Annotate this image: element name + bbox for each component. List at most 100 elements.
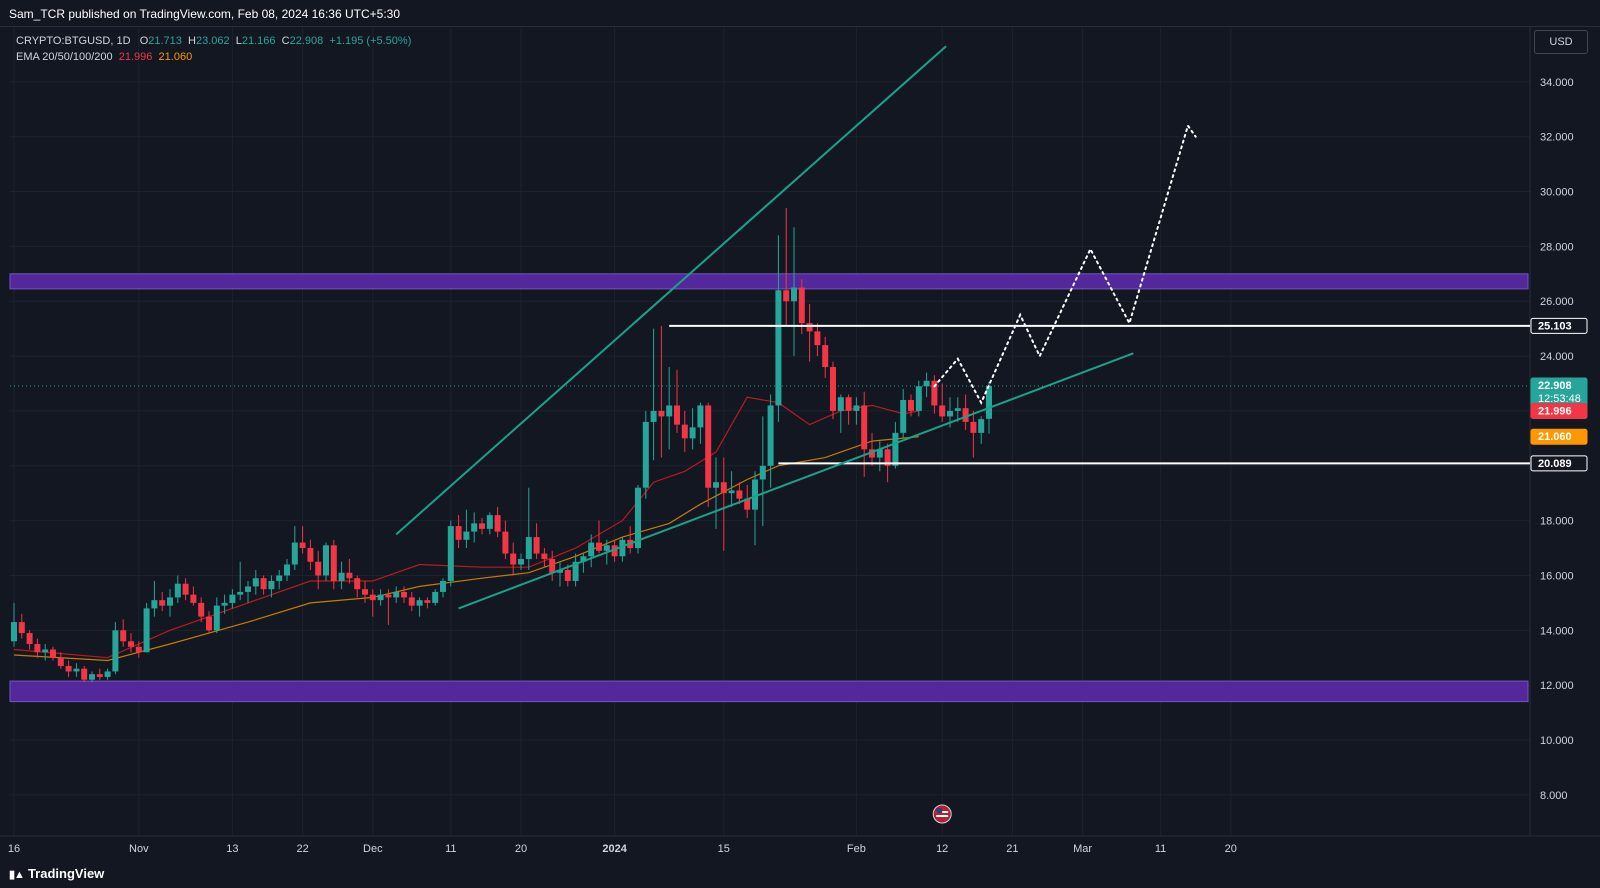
candle-body [143, 608, 150, 653]
candle-body [96, 674, 103, 677]
candle-body [962, 408, 969, 422]
candle-body [791, 287, 797, 302]
x-tick-label: 11 [1155, 843, 1166, 855]
candle-body [34, 644, 41, 653]
candle-body [502, 531, 509, 554]
candle-body [323, 545, 329, 576]
candle-body [471, 523, 478, 532]
candle-body [151, 600, 158, 609]
x-tick-label: 12 [936, 843, 948, 855]
candle-body [159, 600, 166, 606]
x-tick-label: 2024 [602, 843, 627, 855]
y-tick-label: 14.000 [1540, 625, 1574, 637]
candle-body [65, 665, 72, 672]
x-tick-label: Mar [1073, 843, 1092, 855]
candle-body [104, 671, 111, 677]
candle-body [697, 405, 704, 428]
symbol-label: CRYPTO:BTGUSD, 1D [16, 35, 131, 47]
chart-frame [0, 26, 1600, 863]
candle-body [744, 498, 751, 510]
high-label: H [188, 35, 196, 47]
candle-body [572, 561, 579, 581]
candle-body [447, 526, 454, 581]
candle-body [884, 449, 891, 466]
candle-body [923, 380, 930, 387]
candle-body [206, 616, 212, 631]
price-label: 21.060 [1538, 431, 1572, 443]
candle-body [970, 421, 977, 433]
candle-body [432, 591, 439, 603]
candle-body [299, 542, 306, 549]
candle-body [822, 345, 829, 368]
price-chart[interactable]: 34.00032.00030.00028.00026.00024.00022.0… [0, 0, 1600, 862]
candle-body [276, 575, 283, 581]
candle-body [798, 287, 805, 324]
chart-legend: CRYPTO:BTGUSD, 1D O21.713 H23.062 L21.16… [16, 33, 411, 65]
candle-body [767, 405, 774, 466]
candle-body [728, 490, 735, 494]
candle-body [674, 405, 680, 425]
y-tick-label: 24.000 [1540, 351, 1574, 363]
candle-body [564, 569, 571, 581]
y-tick-label: 34.000 [1540, 77, 1574, 89]
candle-body [260, 578, 267, 590]
x-tick-label: 13 [226, 843, 238, 855]
price-label: 22.908 [1538, 380, 1572, 392]
ema-slow-value: 21.060 [158, 51, 193, 63]
candle-body [908, 399, 914, 411]
candle-body [596, 542, 602, 551]
open-value: 21.713 [148, 35, 182, 47]
price-label: 25.103 [1538, 320, 1572, 332]
ema-fast-value: 21.996 [118, 51, 153, 63]
us-flag-stripe [936, 815, 949, 817]
candle-body [73, 668, 80, 672]
price-label-box [1530, 455, 1588, 472]
y-tick-label: 12.000 [1540, 680, 1574, 692]
candle-body [869, 449, 875, 458]
price-label: 20.089 [1538, 458, 1572, 470]
candle-body [455, 526, 462, 540]
candle-body [666, 405, 673, 417]
us-flag-canton [936, 808, 943, 813]
candle-body [401, 591, 407, 598]
tv-logo-icon: ▮▲ [9, 869, 25, 881]
candle-body [580, 556, 587, 562]
candles [11, 207, 992, 683]
trendline [458, 352, 1134, 610]
ema-slow-line [13, 436, 919, 662]
x-tick-label: 20 [1225, 843, 1237, 855]
price-label: 21.996 [1538, 406, 1572, 418]
candle-body [120, 630, 127, 642]
x-tick-label: 16 [8, 843, 20, 855]
candle-body [424, 600, 431, 603]
candle-body [986, 386, 992, 419]
candle-body [42, 649, 49, 653]
candle-body [252, 578, 259, 587]
candle-body [393, 591, 400, 598]
candle-body [284, 564, 290, 576]
y-tick-label: 10.000 [1540, 735, 1574, 747]
candle-body [876, 449, 883, 458]
close-label: C [281, 35, 290, 47]
candle-body [213, 605, 220, 631]
candle-body [128, 641, 134, 647]
candle-body [315, 561, 322, 576]
candle-body [611, 545, 618, 557]
x-tick-label: 20 [515, 843, 527, 855]
candle-body [221, 602, 228, 606]
candle-body [307, 548, 314, 562]
candle-body [346, 572, 353, 579]
candle-body [642, 421, 649, 488]
candle-body [541, 553, 548, 560]
candle-body [705, 405, 712, 488]
candle-body [463, 531, 470, 540]
sr-zone [9, 273, 1529, 290]
low-value: 21.166 [241, 35, 276, 47]
candle-body [619, 539, 626, 557]
price-label-box [1530, 428, 1588, 445]
currency-button[interactable]: USD [1534, 30, 1588, 54]
price-label-box [1530, 317, 1588, 334]
candle-body [338, 572, 345, 581]
candle-body [736, 490, 743, 499]
candle-body [845, 397, 852, 411]
